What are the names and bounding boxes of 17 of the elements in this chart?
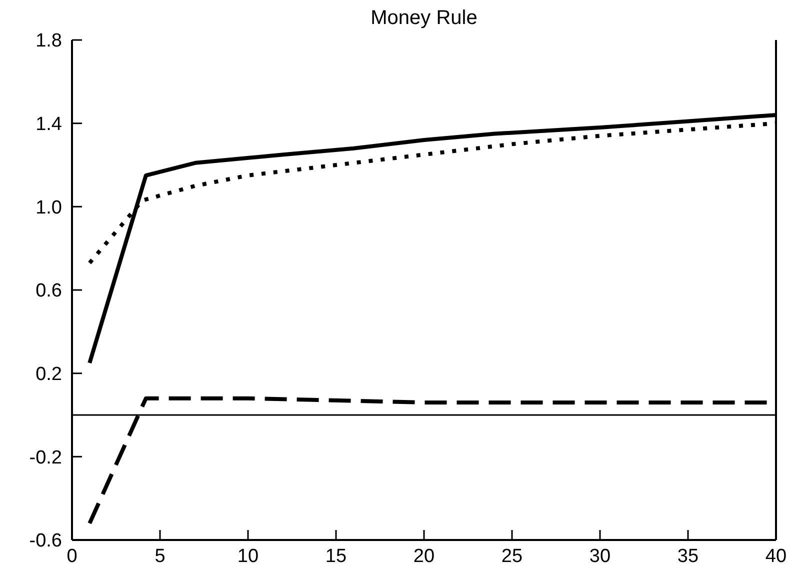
- chart-title: Money Rule: [370, 7, 478, 29]
- x-tick-label: 0: [66, 546, 78, 567]
- y-tick-label: 0.2: [36, 364, 62, 385]
- x-tick-label: 35: [677, 546, 699, 567]
- x-tick-label: 15: [325, 546, 347, 567]
- y-tick-label: -0.6: [29, 530, 62, 552]
- y-tick-label: 1.4: [36, 114, 62, 135]
- y-tick-label: -0.2: [29, 447, 62, 468]
- x-tick-label: 20: [413, 546, 435, 567]
- x-tick-label: 40: [765, 546, 787, 567]
- y-tick-label: 0.6: [36, 280, 62, 302]
- x-tick-label: 10: [237, 546, 259, 567]
- x-tick-label: 25: [501, 546, 523, 567]
- y-tick-label: 1.0: [36, 197, 62, 218]
- x-tick-label: 5: [154, 546, 166, 567]
- x-tick-label: 30: [589, 546, 611, 567]
- y-tick-label: 1.8: [36, 30, 62, 52]
